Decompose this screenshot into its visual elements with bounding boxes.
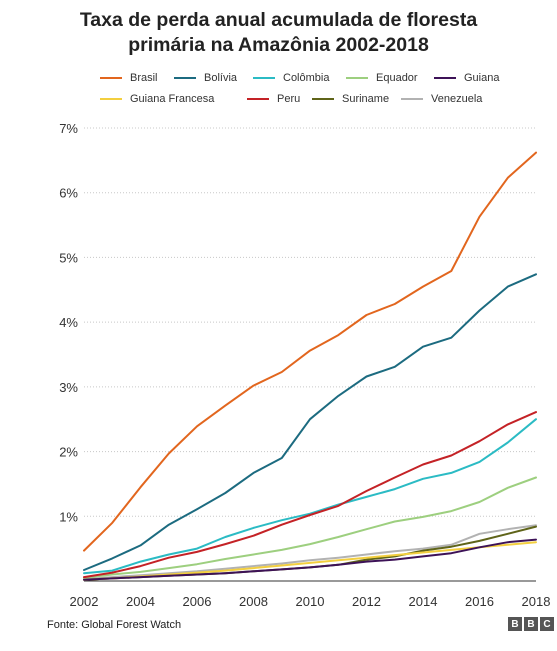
chart-title-line-2: primária na Amazônia 2002-2018	[128, 34, 429, 56]
legend-swatch	[174, 77, 196, 79]
y-tick-label: 6%	[59, 186, 78, 201]
series-line-peru	[83, 411, 537, 579]
legend-item: Equador	[346, 72, 418, 84]
series-line-equador	[83, 476, 537, 579]
legend-swatch	[312, 98, 334, 100]
x-tick-label: 2004	[126, 594, 155, 609]
legend-item: Colômbia	[253, 72, 329, 84]
x-tick-label: 2016	[465, 594, 494, 609]
legend-swatch	[401, 98, 423, 100]
series-line-venezuela	[83, 524, 537, 581]
x-tick-label: 2012	[352, 594, 381, 609]
series-line-bolívia	[83, 273, 537, 571]
source-note: Fonte: Global Forest Watch	[47, 619, 182, 631]
series-line-brasil	[83, 151, 537, 552]
x-tick-label: 2002	[70, 594, 99, 609]
legend-item: Guiana Francesa	[100, 93, 214, 105]
y-tick-label: 3%	[59, 380, 78, 395]
bbc-logo-letter-2: B	[524, 617, 538, 631]
bbc-logo: B B C	[508, 617, 554, 631]
legend-swatch	[100, 98, 122, 100]
legend-swatch	[100, 77, 122, 79]
y-tick-label: 5%	[59, 250, 78, 265]
x-tick-label: 2014	[409, 594, 438, 609]
legend-item: Venezuela	[401, 93, 482, 105]
legend-label: Peru	[277, 93, 301, 105]
y-tick-label: 1%	[59, 509, 78, 524]
y-tick-label: 7%	[59, 121, 78, 136]
legend-label: Suriname	[342, 93, 390, 105]
chart-title: Taxa de perda anual acumulada de florest…	[0, 8, 557, 58]
legend-label: Venezuela	[431, 93, 483, 105]
x-tick-label: 2010	[296, 594, 325, 609]
legend-item: Guiana	[434, 72, 499, 84]
legend-label: Bolívia	[204, 72, 238, 84]
legend-item: Peru	[247, 93, 300, 105]
legend-label: Guiana Francesa	[130, 93, 215, 105]
bbc-logo-letter-3: C	[540, 617, 554, 631]
legend-item: Bolívia	[174, 72, 237, 84]
legend-item: Brasil	[100, 72, 158, 84]
legend-swatch	[247, 98, 269, 100]
legend-swatch	[346, 77, 368, 79]
legend-swatch	[434, 77, 456, 79]
series-line-colômbia	[83, 418, 537, 575]
chart-title-line-1: Taxa de perda anual acumulada de florest…	[79, 9, 478, 31]
x-tick-label: 2008	[239, 594, 268, 609]
series-line-suriname	[83, 525, 537, 581]
series-line-guiana	[83, 538, 537, 581]
legend-label: Equador	[376, 72, 418, 84]
series-line-guiana-francesa	[83, 541, 537, 581]
legend-label: Brasil	[130, 72, 158, 84]
y-tick-label: 2%	[59, 445, 78, 460]
x-tick-label: 2018	[522, 594, 551, 609]
legend-label: Colômbia	[283, 72, 330, 84]
y-tick-label: 4%	[59, 315, 78, 330]
legend-item: Suriname	[312, 93, 389, 105]
x-tick-label: 2006	[183, 594, 212, 609]
legend-swatch	[253, 77, 275, 79]
bbc-logo-letter-1: B	[508, 617, 522, 631]
legend-label: Guiana	[464, 72, 500, 84]
